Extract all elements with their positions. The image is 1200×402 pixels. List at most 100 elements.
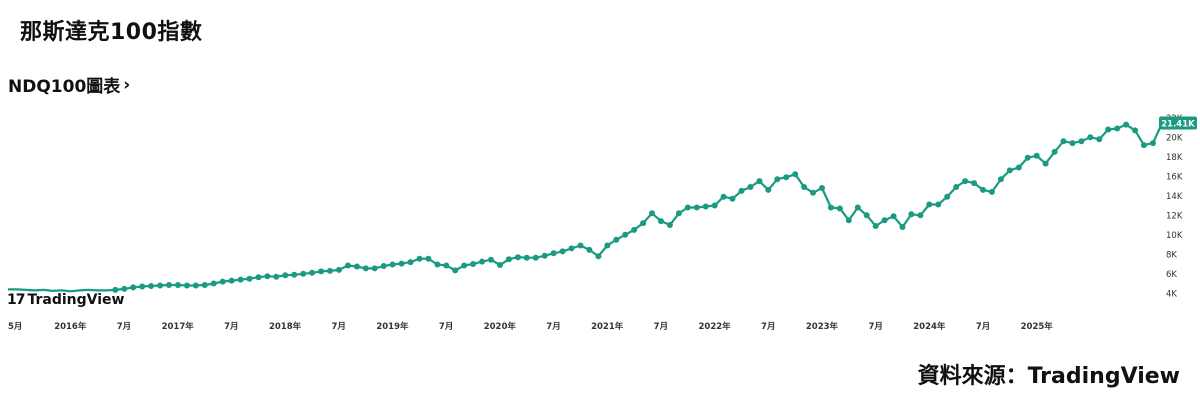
line-chart: 5月 2016年 7月 2017年 7月 2018年 7月 2019年 7月 2020年 7月 202… bbox=[8, 114, 1197, 332]
y-tick-label: 8K bbox=[1166, 250, 1177, 260]
x-tick-label: 7月 bbox=[976, 322, 990, 332]
x-tick-label: 7月 bbox=[761, 322, 775, 332]
data-point bbox=[836, 205, 843, 212]
tradingview-logo-mark: 17 bbox=[7, 292, 26, 308]
data-point bbox=[157, 282, 164, 289]
x-tick-label: 2020年 bbox=[484, 321, 517, 332]
data-point bbox=[980, 186, 986, 193]
x-tick-label: 2021年 bbox=[591, 321, 624, 332]
x-tick-label: 7月 bbox=[224, 322, 238, 332]
data-point bbox=[675, 210, 682, 217]
data-point bbox=[1042, 160, 1049, 167]
data-point bbox=[1006, 167, 1013, 174]
data-point bbox=[774, 176, 781, 183]
data-point bbox=[371, 265, 378, 272]
data-point bbox=[1105, 126, 1112, 133]
data-point bbox=[470, 261, 477, 267]
data-point bbox=[658, 218, 664, 225]
chart-link-label: NDQ100圖表 bbox=[8, 77, 121, 97]
data-point bbox=[1051, 148, 1058, 155]
data-point bbox=[550, 250, 557, 257]
data-point bbox=[300, 270, 307, 277]
data-point bbox=[684, 204, 691, 211]
data-point bbox=[1078, 138, 1085, 145]
data-point bbox=[908, 211, 915, 218]
data-point bbox=[827, 204, 834, 211]
data-point bbox=[1060, 138, 1067, 145]
data-point bbox=[398, 260, 405, 267]
data-point bbox=[819, 185, 825, 191]
tradingview-logo-name: TradingView bbox=[27, 292, 125, 308]
data-point bbox=[255, 274, 262, 281]
x-tick-label: 2019年 bbox=[376, 321, 409, 332]
tradingview-logo[interactable]: 17 TradingView bbox=[7, 292, 124, 308]
x-tick-label: 2024年 bbox=[913, 321, 946, 332]
data-point bbox=[738, 187, 745, 194]
x-tick-label: 7月 bbox=[332, 322, 346, 332]
data-point bbox=[935, 201, 942, 208]
data-point bbox=[944, 193, 951, 200]
data-point bbox=[765, 186, 772, 193]
last-value-badge-bg bbox=[1159, 116, 1197, 130]
x-tick-label: 7月 bbox=[654, 322, 668, 332]
series-line bbox=[8, 123, 1163, 293]
data-point bbox=[988, 188, 995, 195]
data-point bbox=[622, 231, 629, 238]
data-point bbox=[1096, 136, 1103, 143]
data-point bbox=[389, 261, 396, 268]
data-point bbox=[863, 212, 870, 219]
data-point bbox=[425, 255, 432, 262]
data-point bbox=[917, 212, 924, 219]
data-point bbox=[1150, 140, 1156, 147]
data-point bbox=[380, 263, 387, 269]
data-point bbox=[1015, 164, 1022, 171]
last-value-badge-label: 21.41K bbox=[1161, 120, 1195, 130]
x-tick-label: 5月 bbox=[8, 322, 22, 332]
data-point bbox=[1069, 140, 1076, 147]
data-point bbox=[613, 236, 620, 243]
x-tick-label: 2022年 bbox=[698, 321, 731, 332]
data-point bbox=[962, 178, 969, 185]
data-point bbox=[711, 202, 718, 209]
data-point bbox=[497, 262, 503, 268]
data-point bbox=[237, 276, 244, 283]
data-point bbox=[595, 253, 602, 260]
data-point bbox=[1033, 152, 1040, 159]
data-point bbox=[219, 278, 226, 285]
data-point bbox=[872, 223, 879, 229]
data-point bbox=[183, 282, 190, 289]
data-point bbox=[541, 252, 548, 259]
y-tick-label: 4K bbox=[1166, 289, 1177, 299]
data-point bbox=[201, 282, 208, 288]
data-point bbox=[264, 273, 271, 280]
data-point bbox=[801, 184, 808, 190]
data-point bbox=[434, 261, 441, 268]
x-axis: 5月 2016年 7月 2017年 7月 2018年 7月 2019年 7月 2020年 7月 202… bbox=[8, 321, 1053, 332]
last-value-badge: 21.41K bbox=[1159, 116, 1197, 130]
data-point bbox=[318, 268, 325, 275]
data-point bbox=[336, 266, 342, 273]
data-point bbox=[881, 217, 888, 224]
data-point bbox=[997, 176, 1004, 183]
data-point bbox=[166, 282, 172, 288]
data-point bbox=[631, 226, 638, 233]
data-point bbox=[568, 245, 575, 252]
x-tick-label: 7月 bbox=[868, 322, 882, 332]
data-point bbox=[192, 282, 199, 289]
data-point bbox=[523, 254, 530, 261]
y-tick-label: 6K bbox=[1166, 270, 1177, 280]
data-point bbox=[416, 255, 423, 262]
y-tick-label: 20K bbox=[1166, 133, 1183, 143]
data-point bbox=[783, 174, 790, 181]
data-point bbox=[899, 224, 906, 230]
data-point bbox=[649, 210, 655, 217]
x-tick-label: 7月 bbox=[439, 322, 453, 332]
chart-link[interactable]: NDQ100圖表 › bbox=[8, 72, 130, 98]
data-point bbox=[559, 248, 566, 255]
data-point bbox=[130, 284, 137, 291]
x-tick-label: 2016年 bbox=[54, 321, 87, 332]
data-point bbox=[210, 280, 217, 287]
data-point bbox=[1123, 121, 1130, 128]
series-points bbox=[112, 120, 1165, 293]
data-point bbox=[353, 263, 360, 270]
